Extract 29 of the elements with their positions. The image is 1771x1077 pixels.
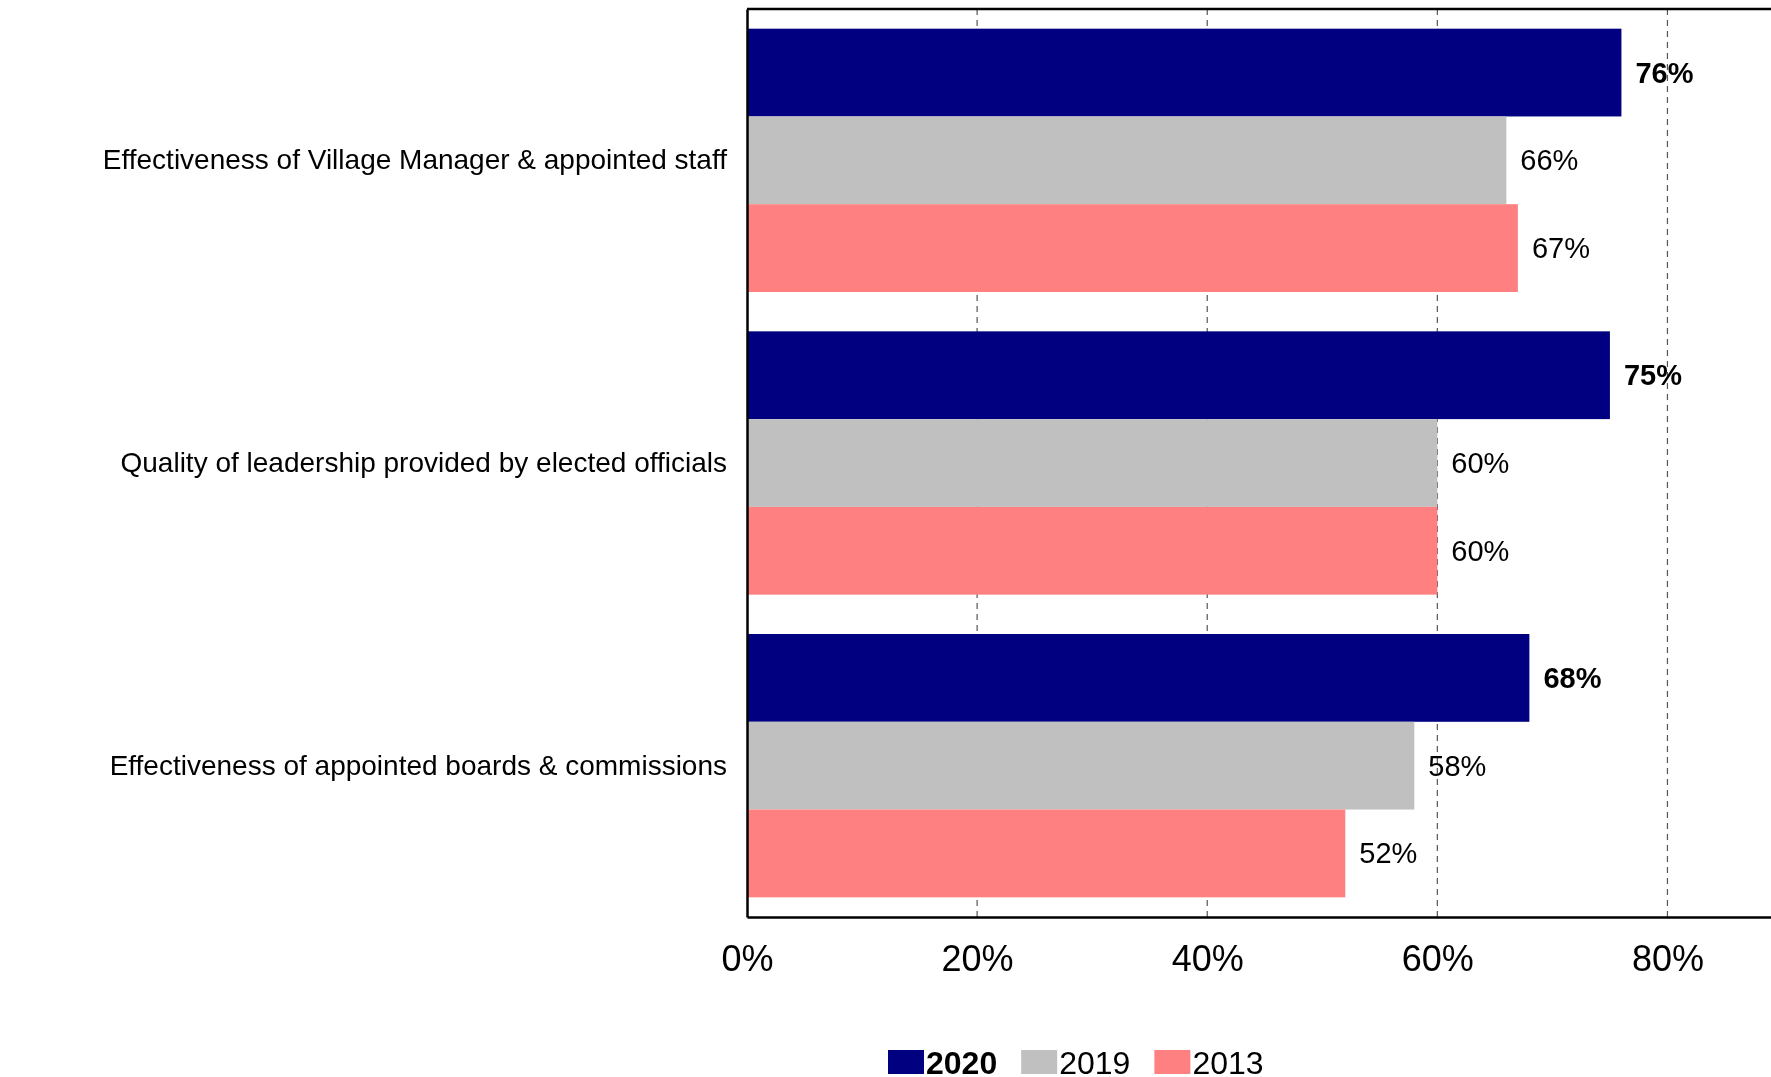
- x-tick-label: 0%: [721, 937, 774, 979]
- bar: [747, 506, 1438, 595]
- legend-label: 2019: [1059, 1045, 1131, 1077]
- bar: [747, 634, 1530, 722]
- x-tick-label: 60%: [1401, 937, 1474, 979]
- y-tick-label: Effectiveness of Village Manager & appointed staff: [102, 144, 728, 176]
- data-label: 52%: [1359, 837, 1418, 870]
- data-label: 68%: [1543, 661, 1602, 694]
- y-tick-label: Effectiveness of appointed boards & commissions: [109, 749, 727, 781]
- bar: [747, 204, 1518, 292]
- data-label: 58%: [1428, 749, 1487, 782]
- y-tick-label: Quality of leadership provided by elected officials: [120, 446, 727, 478]
- x-tick-label: 80%: [1631, 937, 1704, 979]
- bar: [747, 721, 1415, 810]
- x-tick-label: 40%: [1171, 937, 1244, 979]
- bar: [747, 419, 1438, 507]
- legend-label: 2013: [1192, 1045, 1264, 1077]
- data-label: 60%: [1451, 447, 1510, 479]
- bar: [747, 28, 1622, 117]
- x-tick-label: 20%: [941, 937, 1014, 979]
- data-label: 66%: [1520, 144, 1579, 177]
- bar: [747, 116, 1507, 205]
- legend-label: 2020: [926, 1045, 998, 1077]
- bar: [747, 331, 1610, 420]
- data-label: 76%: [1635, 56, 1694, 89]
- data-label: 67%: [1531, 232, 1590, 265]
- bar: [747, 809, 1346, 898]
- data-label: 60%: [1451, 534, 1510, 567]
- data-label: 75%: [1623, 359, 1683, 392]
